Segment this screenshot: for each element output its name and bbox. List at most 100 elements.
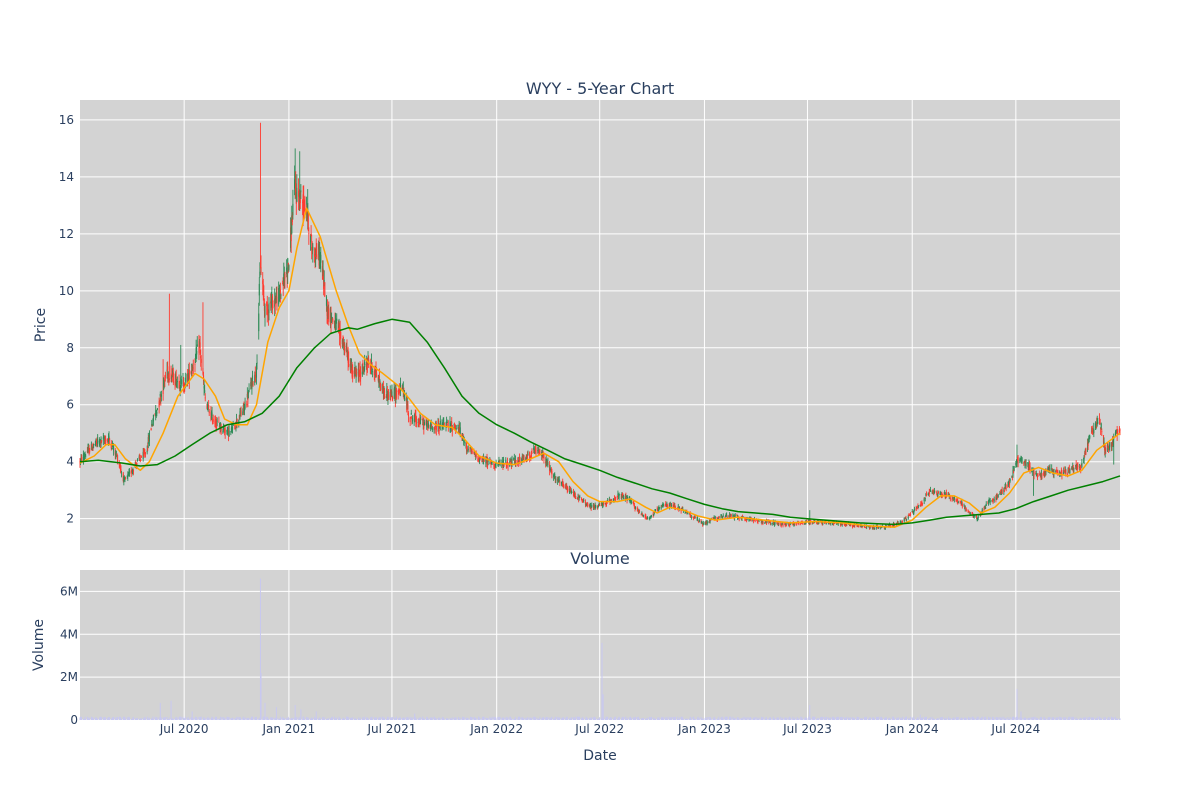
volume-bar [1036, 718, 1038, 720]
volume-bar [985, 716, 987, 720]
volume-bar [899, 718, 901, 720]
volume-bar [501, 718, 503, 720]
volume-bar [1109, 718, 1111, 720]
volume-bar [748, 717, 750, 720]
candle-body [892, 524, 894, 527]
candle-body [267, 309, 269, 311]
volume-bar [1024, 717, 1026, 720]
candle-body [361, 364, 363, 375]
candle-body [295, 183, 297, 193]
candle-body [642, 514, 644, 516]
volume-bar [911, 717, 913, 720]
volume-bar [398, 718, 400, 720]
volume-bar [188, 718, 190, 720]
volume-bar [1055, 717, 1057, 720]
candle-body [956, 499, 958, 501]
volume-bar [159, 702, 161, 720]
volume-bar [402, 717, 404, 720]
volume-bar [148, 717, 150, 720]
candle-body [483, 459, 485, 462]
volume-bar [1084, 717, 1086, 720]
volume-bar [478, 716, 480, 720]
volume-bar [240, 717, 242, 720]
volume-bar [286, 717, 288, 720]
candle-body [582, 500, 584, 502]
volume-bar [965, 717, 967, 720]
volume-bar [495, 717, 497, 720]
volume-bar [702, 718, 704, 720]
volume-bar [386, 717, 388, 720]
volume-bar [503, 717, 505, 720]
candle-body [721, 516, 723, 518]
candle-body [588, 504, 591, 507]
candle-body [701, 522, 703, 523]
candle-body [718, 516, 720, 519]
candle-body [135, 462, 137, 465]
candle-body [481, 460, 483, 462]
candle-body [80, 457, 82, 459]
volume-bar [224, 718, 226, 720]
candle-body [162, 390, 164, 394]
candle-body [649, 517, 651, 519]
candle-body [777, 523, 779, 525]
volume-bar [989, 717, 991, 720]
candle-body [932, 491, 934, 493]
volume-bar [1051, 717, 1053, 720]
volume-bar [260, 672, 262, 720]
candle-body [996, 495, 998, 497]
candle-body [421, 419, 423, 420]
candle-body [1023, 461, 1025, 462]
candle-body [580, 498, 583, 500]
volume-bar [936, 718, 938, 720]
volume-bar [825, 718, 827, 720]
candle-body [1101, 431, 1103, 433]
volume-bar [346, 718, 348, 720]
candle-body [462, 433, 464, 438]
candle-body [136, 459, 139, 461]
candle-body [118, 463, 120, 465]
volume-bar [212, 717, 214, 720]
volume-bar [238, 718, 240, 720]
volume-bar [705, 718, 707, 720]
volume-bar [303, 719, 305, 720]
candle-body [226, 430, 228, 432]
volume-bar [897, 717, 899, 720]
volume-bar [724, 717, 726, 720]
candle-body [199, 342, 201, 349]
candle-body [122, 473, 124, 482]
volume-bar [840, 719, 842, 720]
candle-body [107, 440, 109, 442]
volume-bar [1059, 717, 1061, 720]
volume-bar [134, 718, 136, 720]
volume-bar [776, 717, 778, 720]
volume-bar [1007, 717, 1009, 720]
volume-bar [304, 718, 306, 720]
volume-bar [830, 717, 832, 720]
volume-bar [434, 718, 436, 720]
volume-bar [509, 716, 511, 720]
candle-body [238, 415, 240, 420]
volume-bar [182, 716, 184, 720]
volume-bar [442, 716, 444, 720]
volume-bar [804, 718, 806, 720]
volume-bar [415, 719, 417, 720]
volume-bar [1076, 718, 1078, 720]
volume-bar [310, 718, 312, 720]
volume-bar [411, 717, 413, 720]
volume-bar [905, 716, 907, 720]
volume-bar [900, 717, 902, 720]
candle-body [192, 367, 194, 369]
x-tick-label: Jul 2021 [367, 722, 417, 736]
volume-bar [167, 718, 169, 720]
volume-bar [380, 717, 382, 720]
candle-body [465, 441, 468, 451]
volume-bar [977, 718, 979, 720]
candle-body [1039, 473, 1041, 476]
volume-bar [1037, 718, 1039, 720]
volume-bar [801, 716, 803, 720]
candle-body [454, 425, 456, 429]
candle-body [921, 503, 924, 505]
candle-body [600, 503, 602, 505]
volume-bar [246, 718, 248, 720]
volume-bar [287, 718, 289, 720]
